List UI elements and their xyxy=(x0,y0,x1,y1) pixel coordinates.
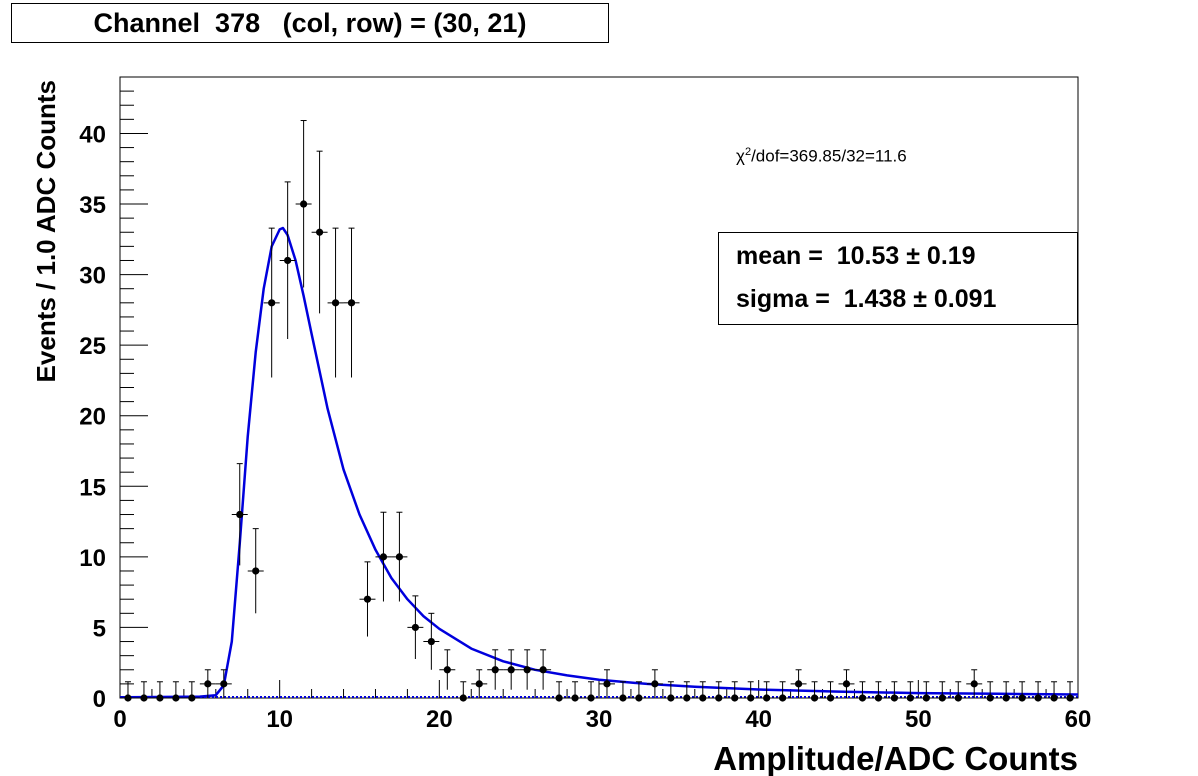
data-point xyxy=(715,694,723,702)
data-point xyxy=(810,694,819,702)
error-bars-layer xyxy=(120,120,1078,699)
data-point xyxy=(779,694,787,702)
fit-mean-line: mean = 10.53 ± 0.19 xyxy=(736,242,976,270)
x-axis-label: Amplitude/ADC Counts xyxy=(713,740,1078,776)
tick-labels-layer: 0 10 20 30 40 50 60 0 5 10 15 20 25 30 35 40 xyxy=(79,121,1091,733)
data-point xyxy=(315,228,324,236)
data-point xyxy=(539,666,547,674)
x-tick-label: 30 xyxy=(586,706,613,733)
data-point xyxy=(794,680,803,688)
plot-frame xyxy=(119,76,1079,699)
y-tick-label: 5 xyxy=(93,615,106,642)
data-point xyxy=(220,680,228,688)
data-point xyxy=(683,694,691,702)
plot-frame-layer xyxy=(119,76,1079,699)
y-tick-label: 30 xyxy=(79,263,106,290)
data-point xyxy=(284,256,292,265)
data-point xyxy=(1018,694,1026,702)
data-point xyxy=(858,694,867,702)
data-point xyxy=(427,637,435,646)
fit-sigma-line: sigma = 1.438 ± 0.091 xyxy=(736,285,997,313)
y-tick-label: 40 xyxy=(79,121,106,148)
data-point xyxy=(826,694,835,702)
data-point xyxy=(587,694,595,702)
x-tick-label: 0 xyxy=(113,706,126,733)
x-tick-label: 40 xyxy=(745,706,772,733)
data-points-layer xyxy=(124,200,1074,702)
data-point xyxy=(635,694,643,702)
chi2-label: χ2/dof=369.85/32=11.6 xyxy=(736,146,907,167)
data-point xyxy=(1066,694,1074,702)
data-point xyxy=(188,694,196,702)
data-point xyxy=(954,694,962,702)
data-point xyxy=(619,694,627,702)
y-tick-label: 10 xyxy=(79,545,106,572)
y-tick-label: 25 xyxy=(79,333,106,360)
data-point xyxy=(156,694,164,702)
data-point xyxy=(236,510,244,519)
chi2-power: 2 xyxy=(744,146,752,158)
x-tick-label: 20 xyxy=(426,706,453,733)
data-point xyxy=(491,666,499,674)
y-tick-label: 20 xyxy=(79,404,106,431)
data-point xyxy=(347,299,356,307)
data-point xyxy=(252,567,260,575)
y-tick-label: 35 xyxy=(79,192,106,219)
data-point xyxy=(459,694,467,702)
data-point xyxy=(842,680,851,688)
chart-title: Channel 378 (col, row) = (30, 21) xyxy=(11,3,609,43)
data-point xyxy=(443,666,451,674)
data-point xyxy=(747,694,755,702)
data-point xyxy=(379,553,388,561)
y-tick-label: 15 xyxy=(79,474,106,501)
data-point xyxy=(140,694,148,702)
data-point xyxy=(300,200,308,208)
data-point xyxy=(172,694,180,702)
data-point xyxy=(1050,694,1058,702)
x-tick-label: 10 xyxy=(266,706,293,733)
x-tick-label: 60 xyxy=(1065,706,1092,733)
data-point xyxy=(331,299,340,307)
data-point xyxy=(363,595,372,603)
chi2-value: /dof=369.85/32=11.6 xyxy=(751,146,907,166)
data-point xyxy=(906,694,914,702)
data-point xyxy=(523,666,531,674)
data-point xyxy=(890,694,898,702)
data-point xyxy=(411,623,419,632)
data-point xyxy=(507,666,515,674)
data-point xyxy=(874,694,883,702)
data-point xyxy=(699,694,707,702)
data-point xyxy=(571,694,579,702)
y-axis-label: Events / 1.0 ADC Counts xyxy=(31,80,61,382)
data-point xyxy=(395,553,404,561)
chi2-symbol: χ xyxy=(736,146,745,166)
data-point xyxy=(124,694,132,702)
data-point xyxy=(667,694,675,702)
y-tick-label: 0 xyxy=(93,686,106,713)
data-point xyxy=(268,299,276,307)
data-point xyxy=(938,694,946,702)
data-point xyxy=(731,694,739,702)
data-point xyxy=(763,694,771,702)
fit-results-box: mean = 10.53 ± 0.19 sigma = 1.438 ± 0.09… xyxy=(718,232,1078,325)
axis-ticks-layer xyxy=(119,76,1079,699)
data-point xyxy=(475,680,483,688)
data-point xyxy=(1002,694,1010,702)
data-point xyxy=(970,680,978,688)
data-point xyxy=(986,694,994,702)
data-point xyxy=(651,680,659,688)
data-point xyxy=(922,694,930,702)
data-point xyxy=(555,694,563,702)
data-point xyxy=(603,680,611,688)
data-point xyxy=(204,680,212,688)
data-point xyxy=(1034,694,1042,702)
x-tick-label: 50 xyxy=(905,706,932,733)
